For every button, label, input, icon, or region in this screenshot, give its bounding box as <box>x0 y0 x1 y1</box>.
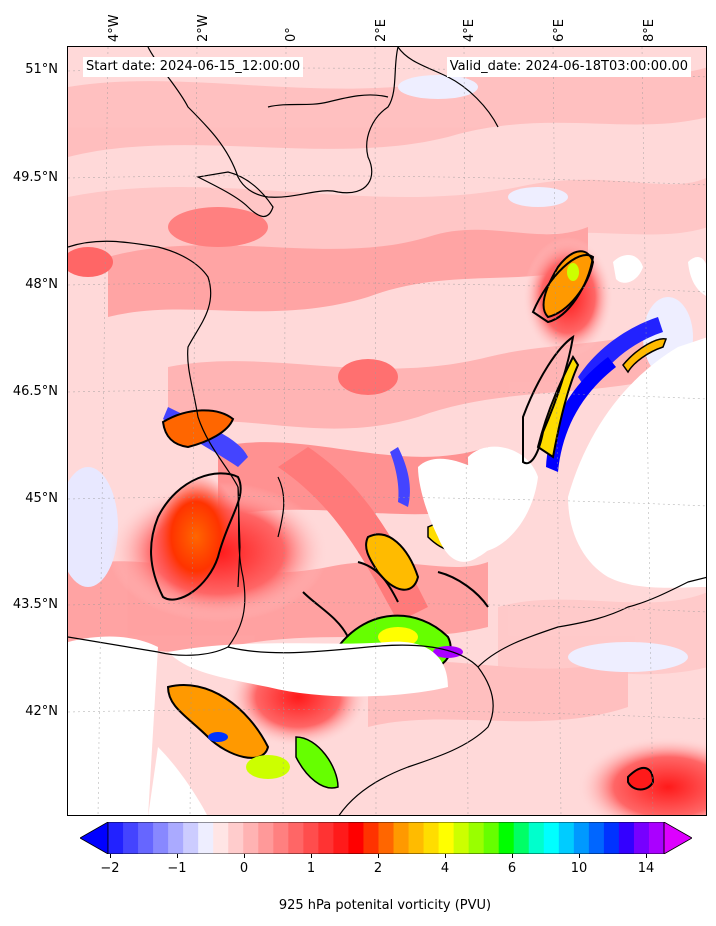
lat-label: 43.5°N <box>12 597 58 612</box>
colorbar-tickmark <box>512 854 513 858</box>
colorbar-tickmark <box>177 854 178 858</box>
colorbar-segment <box>273 822 289 854</box>
colorbar-tickmark <box>378 854 379 858</box>
colorbar-extend-min <box>80 822 109 854</box>
colorbar-tickmark <box>445 854 446 858</box>
colorbar-tick-label: 4 <box>440 861 450 876</box>
lat-label: 45°N <box>25 491 58 506</box>
colorbar-segment <box>618 822 635 854</box>
lat-label: 46.5°N <box>12 384 58 399</box>
colorbar-tick-label: 6 <box>507 861 517 876</box>
colorbar-segment <box>243 822 259 854</box>
pv-contours <box>302 254 595 638</box>
colorbar-segment <box>468 822 485 854</box>
colorbar-segment <box>588 822 605 854</box>
colorbar-tick-label: 14 <box>637 861 655 876</box>
colorbar-segment <box>363 822 380 854</box>
colorbar-segment <box>408 822 425 854</box>
colorbar-tickmark <box>311 854 312 858</box>
colorbar-segment <box>528 822 545 854</box>
colorbar-tickmark <box>244 854 245 858</box>
lon-label: 8°E <box>642 19 657 42</box>
lon-label: 2°E <box>374 19 389 42</box>
colorbar-tick-label: −2 <box>100 861 120 876</box>
colorbar-segment <box>513 822 530 854</box>
colorbar-segment <box>123 822 139 854</box>
colorbar-segment <box>648 822 665 854</box>
colorbar <box>80 822 692 854</box>
colorbar-segment <box>603 822 620 854</box>
coastlines <box>68 47 706 815</box>
colorbar-segment <box>558 822 575 854</box>
colorbar-segment <box>633 822 650 854</box>
colorbar-tick-label: −1 <box>167 861 187 876</box>
colorbar-segment <box>378 822 395 854</box>
colorbar-segment <box>348 822 365 854</box>
colorbar-segment <box>228 822 244 854</box>
colorbar-label: 925 hPa potenital vorticity (PVU) <box>278 898 492 913</box>
start-date-label: Start date: 2024-06-15_12:00:00 <box>83 57 304 77</box>
colorbar-segment <box>573 822 590 854</box>
lat-label: 49.5°N <box>12 170 58 185</box>
colorbar-segment <box>213 822 229 854</box>
colorbar-tick-label: 0 <box>239 861 249 876</box>
lon-label: 4°W <box>107 14 122 42</box>
colorbar-segment <box>153 822 169 854</box>
colorbar-extend-max <box>663 822 692 854</box>
valid-date-label: Valid_date: 2024-06-18T03:00:00.00 <box>446 57 691 77</box>
colorbar-segment <box>438 822 455 854</box>
missing-data-regions <box>68 255 706 815</box>
lat-label: 51°N <box>25 62 58 77</box>
lat-label: 48°N <box>25 277 58 292</box>
colorbar-segment <box>543 822 560 854</box>
gridlines <box>68 47 706 815</box>
lon-label: 4°E <box>462 19 477 42</box>
colorbar-segment <box>393 822 410 854</box>
colorbar-frame <box>107 822 665 854</box>
colorbar-tick-label: 10 <box>570 861 588 876</box>
colorbar-tickmark <box>110 854 111 858</box>
map-panel: Start date: 2024-06-15_12:00:00 Valid_da… <box>67 46 707 816</box>
colorbar-segment <box>453 822 470 854</box>
pv-field-map <box>68 47 706 815</box>
colorbar-segment <box>423 822 440 854</box>
lon-label: 2°W <box>196 14 211 42</box>
colorbar-segment <box>138 822 154 854</box>
colorbar-segment <box>108 822 124 854</box>
colorbar-segment <box>498 822 515 854</box>
colorbar-segment <box>258 822 274 854</box>
colorbar-segment <box>168 822 184 854</box>
colorbar-segment <box>318 822 335 854</box>
colorbar-tickmark <box>579 854 580 858</box>
colorbar-segment <box>303 822 319 854</box>
colorbar-segment <box>483 822 500 854</box>
lon-label: 0° <box>284 27 299 42</box>
colorbar-segment <box>183 822 199 854</box>
colorbar-tick-label: 1 <box>306 861 316 876</box>
colorbar-segment <box>288 822 304 854</box>
colorbar-segment <box>333 822 350 854</box>
colorbar-segment <box>198 822 214 854</box>
lat-label: 42°N <box>25 704 58 719</box>
colorbar-tickmark <box>646 854 647 858</box>
colorbar-tick-label: 2 <box>373 861 383 876</box>
lon-label: 6°E <box>552 19 567 42</box>
